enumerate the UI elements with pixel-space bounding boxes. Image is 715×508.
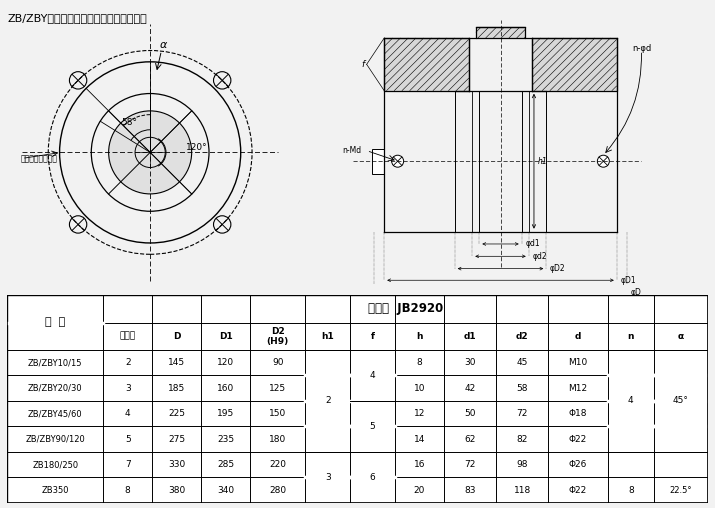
Text: 195: 195 xyxy=(217,409,234,418)
Text: α: α xyxy=(678,332,684,341)
Bar xyxy=(384,38,469,91)
Text: 20: 20 xyxy=(414,486,425,495)
Bar xyxy=(532,38,617,91)
Text: 220: 220 xyxy=(269,460,286,469)
Text: n-φd: n-φd xyxy=(633,44,652,53)
Text: 转矩型  JB2920: 转矩型 JB2920 xyxy=(368,302,443,315)
Text: f: f xyxy=(362,60,365,69)
Text: φD: φD xyxy=(631,288,641,297)
Text: 330: 330 xyxy=(168,460,185,469)
Text: h: h xyxy=(416,332,423,341)
Text: 83: 83 xyxy=(464,486,475,495)
Bar xyxy=(476,27,525,38)
Text: 72: 72 xyxy=(516,409,528,418)
Text: 120°: 120° xyxy=(187,143,208,151)
Text: ZB/ZBY90/120: ZB/ZBY90/120 xyxy=(25,435,85,443)
Text: 5: 5 xyxy=(125,435,131,443)
Text: α: α xyxy=(160,40,167,50)
Text: 380: 380 xyxy=(168,486,185,495)
Text: Φ26: Φ26 xyxy=(568,460,587,469)
Text: 12: 12 xyxy=(414,409,425,418)
Text: 30: 30 xyxy=(464,358,475,367)
Text: d2: d2 xyxy=(516,332,528,341)
Text: ZB/ZBY45/60: ZB/ZBY45/60 xyxy=(28,409,82,418)
Text: 22.5°: 22.5° xyxy=(670,486,692,495)
Text: 235: 235 xyxy=(217,435,234,443)
Text: ZB180/250: ZB180/250 xyxy=(32,460,78,469)
Text: D: D xyxy=(173,332,180,341)
Text: Φ22: Φ22 xyxy=(568,486,587,495)
Text: 5: 5 xyxy=(370,422,375,431)
Text: 118: 118 xyxy=(513,486,531,495)
Text: M12: M12 xyxy=(568,384,588,393)
Text: n: n xyxy=(628,332,634,341)
Text: 285: 285 xyxy=(217,460,234,469)
Text: 45°: 45° xyxy=(673,396,689,405)
Text: 型  号: 型 号 xyxy=(45,317,65,327)
Text: 45: 45 xyxy=(516,358,528,367)
Text: 275: 275 xyxy=(168,435,185,443)
Text: Φ22: Φ22 xyxy=(568,435,587,443)
Text: 4: 4 xyxy=(628,396,633,405)
Circle shape xyxy=(392,155,404,167)
Text: 180: 180 xyxy=(269,435,286,443)
Text: 280: 280 xyxy=(269,486,286,495)
Text: 90: 90 xyxy=(272,358,283,367)
Text: h1: h1 xyxy=(538,156,548,166)
Text: 58°: 58° xyxy=(121,118,137,126)
Text: f: f xyxy=(370,332,375,341)
Text: 58: 58 xyxy=(516,384,528,393)
Text: 72: 72 xyxy=(464,460,475,469)
Text: φd2: φd2 xyxy=(532,252,547,261)
Text: d1: d1 xyxy=(463,332,476,341)
Text: φD1: φD1 xyxy=(620,276,636,285)
Text: 3: 3 xyxy=(125,384,131,393)
Text: 2: 2 xyxy=(125,358,131,367)
Text: M10: M10 xyxy=(568,358,588,367)
Text: h1: h1 xyxy=(321,332,334,341)
Text: 4: 4 xyxy=(125,409,131,418)
Text: ZB/ZBY20/30: ZB/ZBY20/30 xyxy=(28,384,82,393)
Text: 160: 160 xyxy=(217,384,234,393)
Text: 4: 4 xyxy=(370,371,375,380)
Text: 16: 16 xyxy=(414,460,425,469)
Text: ZB/ZBY10/15: ZB/ZBY10/15 xyxy=(28,358,82,367)
Circle shape xyxy=(597,155,609,167)
Text: 14: 14 xyxy=(414,435,425,443)
Text: d: d xyxy=(575,332,581,341)
Text: 3: 3 xyxy=(325,473,330,482)
Text: 6: 6 xyxy=(370,473,375,482)
Text: 225: 225 xyxy=(168,409,185,418)
Text: 98: 98 xyxy=(516,460,528,469)
Text: 82: 82 xyxy=(516,435,528,443)
Text: 10: 10 xyxy=(414,384,425,393)
Text: 法兰号: 法兰号 xyxy=(119,332,136,341)
Text: 145: 145 xyxy=(168,358,185,367)
Text: 42: 42 xyxy=(464,384,475,393)
Text: 8: 8 xyxy=(125,486,131,495)
Text: Φ18: Φ18 xyxy=(568,409,587,418)
Text: n-Md: n-Md xyxy=(342,146,361,155)
Text: 7: 7 xyxy=(125,460,131,469)
Text: φd1: φd1 xyxy=(525,239,540,248)
Text: 150: 150 xyxy=(269,409,286,418)
Text: 与阀杆轴心线平行: 与阀杆轴心线平行 xyxy=(20,154,57,163)
Text: D2
(H9): D2 (H9) xyxy=(267,327,289,346)
Text: ZB/ZBY与阀门连接的结构示意图及尺寸：: ZB/ZBY与阀门连接的结构示意图及尺寸： xyxy=(7,13,147,23)
Text: 185: 185 xyxy=(168,384,185,393)
Circle shape xyxy=(109,111,192,194)
Text: 340: 340 xyxy=(217,486,234,495)
Text: 125: 125 xyxy=(269,384,286,393)
Text: 120: 120 xyxy=(217,358,234,367)
Text: 62: 62 xyxy=(464,435,475,443)
Bar xyxy=(372,149,384,174)
Text: 50: 50 xyxy=(464,409,475,418)
Text: 8: 8 xyxy=(628,486,633,495)
Text: 8: 8 xyxy=(417,358,423,367)
Text: φD2: φD2 xyxy=(550,264,566,273)
Text: D1: D1 xyxy=(219,332,232,341)
Text: ZB350: ZB350 xyxy=(41,486,69,495)
Text: 2: 2 xyxy=(325,396,330,405)
